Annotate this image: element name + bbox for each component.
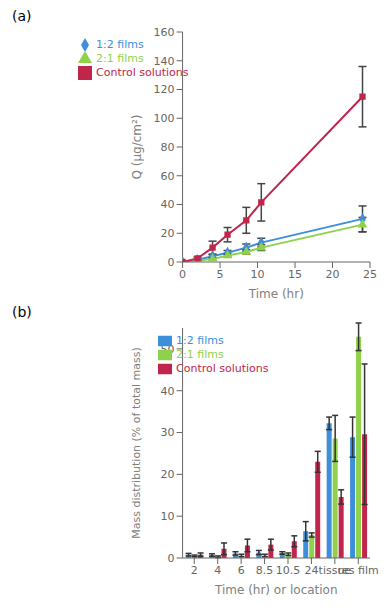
svg-text:160: 160: [154, 26, 175, 39]
svg-text:res film: res film: [338, 564, 379, 577]
svg-text:24: 24: [304, 564, 318, 577]
html-text:2:1 films: 2:1 films: [96, 52, 144, 65]
html-text:(a): (a): [12, 8, 32, 24]
svg-text:tissue: tissue: [318, 563, 352, 577]
svg-text:4: 4: [214, 564, 221, 577]
svg-text:0: 0: [179, 268, 186, 281]
svg-text:20: 20: [161, 468, 175, 481]
svg-text:10: 10: [161, 510, 175, 523]
svg-text:10.5: 10.5: [276, 564, 301, 577]
svg-text:20: 20: [161, 227, 175, 240]
html-text:1:2 films: 1:2 films: [96, 38, 144, 51]
svg-text:140: 140: [154, 55, 175, 68]
svg-text:60: 60: [161, 170, 175, 183]
html-text:(b): (b): [12, 304, 32, 320]
svg-text:25: 25: [363, 268, 377, 281]
html-text:Control solutions: Control solutions: [96, 66, 189, 79]
svg-text:10: 10: [251, 268, 265, 281]
svg-text:0: 0: [168, 256, 175, 269]
svg-text:120: 120: [154, 83, 175, 96]
svg-text:5: 5: [217, 268, 224, 281]
html-text:1:2 films: 1:2 films: [176, 334, 224, 347]
svg-text:20: 20: [326, 268, 340, 281]
svg-text:40: 40: [161, 198, 175, 211]
html-text:Control solutions: Control solutions: [176, 362, 269, 375]
svg-text:6: 6: [238, 564, 245, 577]
svg-text:8.5: 8.5: [256, 564, 274, 577]
svg-text:100: 100: [154, 112, 175, 125]
svg-text:2: 2: [191, 564, 198, 577]
svg-text:30: 30: [161, 426, 175, 439]
svg-text:40: 40: [161, 385, 175, 398]
svg-text:0: 0: [168, 552, 175, 565]
svg-text:Time (hr) or location: Time (hr) or location: [214, 583, 338, 597]
svg-text:50: 50: [161, 343, 175, 356]
svg-text:15: 15: [288, 268, 302, 281]
svg-text:Mass distribution (% of total: Mass distribution (% of total mass): [130, 347, 143, 539]
svg-text:Time (hr): Time (hr): [248, 287, 304, 301]
html-text:2:1 films: 2:1 films: [176, 348, 224, 361]
svg-text:80: 80: [161, 141, 175, 154]
svg-text:Q (μg/cm²): Q (μg/cm²): [130, 114, 144, 179]
